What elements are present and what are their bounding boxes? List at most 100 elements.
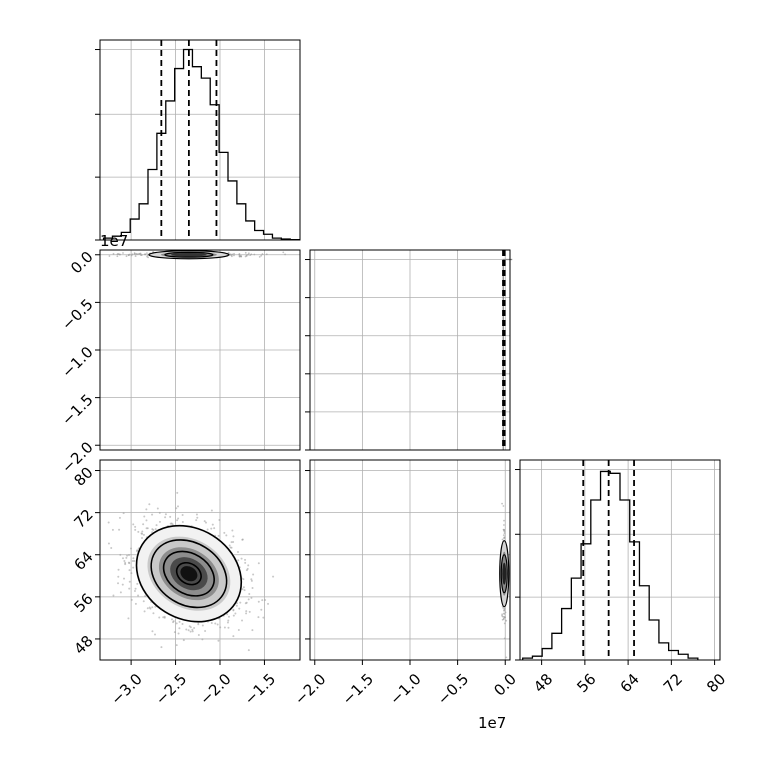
scatter-point [502,617,505,620]
scatter-point [228,544,231,547]
scatter-point [243,589,246,592]
x-tick-label: 48 [530,670,556,696]
scatter-point [503,622,506,625]
panel-hist-param3: 48 56 64 72 80 [515,459,729,696]
scatter-point [138,252,140,255]
scatter-point [134,587,137,590]
y-tick-label: −1.0 [58,343,96,381]
density-fill [170,252,207,257]
scatter-point [251,629,254,632]
scatter-point [248,593,251,596]
scatter-point [177,632,180,635]
scatter-point [191,628,194,631]
scatter-point [169,522,172,525]
scatter-point [250,579,253,582]
scatter-point [136,582,139,585]
scatter-point [127,617,130,620]
scatter-point [145,508,148,511]
scatter-point [234,612,237,615]
scatter-point [144,253,146,256]
scatter-point [241,588,244,591]
scatter-point [163,615,166,618]
scatter-point [140,532,143,535]
density-fill [180,566,198,582]
scatter-point [148,503,151,506]
scatter-point [189,630,192,633]
scatter-point [505,656,508,659]
scatter-point [123,577,126,580]
scatter-point [247,253,249,256]
scatter-point [247,252,250,255]
scatter-point [131,253,134,256]
scatter-point [501,538,504,541]
scatter-point [158,520,161,523]
scatter-point [112,594,115,597]
scatter-point [284,253,286,256]
scatter-point [139,252,142,255]
scatter-point [241,619,244,622]
scatter-point [191,630,194,633]
scatter-point [233,252,235,255]
scatter-point [148,606,151,609]
scatter-point [244,558,247,561]
scatter-point [204,521,207,524]
x-tick-label: −1.5 [241,670,279,708]
scatter-point [240,255,243,258]
scatter-point [142,600,145,603]
scatter-point [125,556,128,559]
scatter-point [177,505,180,508]
scatter-point [164,516,167,519]
scatter-point [127,561,130,564]
scatter-point [258,255,261,258]
scatter-point [282,251,285,254]
scatter-point [117,253,120,255]
scatter-point [245,612,248,615]
scatter-point [501,613,504,616]
scatter-point [146,607,149,610]
scatter-point [265,253,268,256]
contour-line [148,250,230,260]
scatter-point [264,598,267,601]
scatter-point [501,615,504,618]
scatter-point [505,619,508,622]
scatter-point [257,616,260,619]
scatter-point [117,568,120,571]
scatter-point [156,507,159,510]
scatter-point [173,631,176,634]
scatter-point [246,567,249,570]
scatter-point [171,523,174,526]
scatter-point [247,649,250,652]
x-tick-label: 72 [660,670,686,696]
scatter-point [151,630,154,633]
panel-frame [309,249,511,451]
scatter-point [154,528,157,531]
contour-line [500,554,508,594]
scatter-point [146,254,149,257]
scatter-point [503,537,505,540]
scatter-point [142,533,145,536]
scatter-point [242,578,245,581]
scatter-point [158,616,161,619]
scatter-point [170,618,173,621]
scatter-point [111,528,114,531]
scatter-point [237,550,240,553]
scatter-point [121,583,124,586]
scatter-point [231,529,234,532]
scatter-point [121,557,124,560]
scatter-point [232,540,235,543]
x-tick-label: 0.0 [490,670,520,700]
scatter-point [146,252,148,255]
scatter-point [225,534,228,537]
y-tick-label: −0.5 [58,295,96,333]
x-tick-label: 80 [703,670,729,696]
scatter-point [124,563,127,566]
scatter-point [244,561,247,564]
scatter-point [145,519,148,522]
scatter-point [108,255,111,257]
scatter-point [144,595,147,598]
scatter-point [229,546,232,549]
panel-frame [99,39,301,241]
panel-2d-param2-param3: −2.0 −1.5 −1.0 −0.5 0.0 [291,459,520,709]
scatter-point [189,626,192,629]
panel-frame [99,459,301,661]
